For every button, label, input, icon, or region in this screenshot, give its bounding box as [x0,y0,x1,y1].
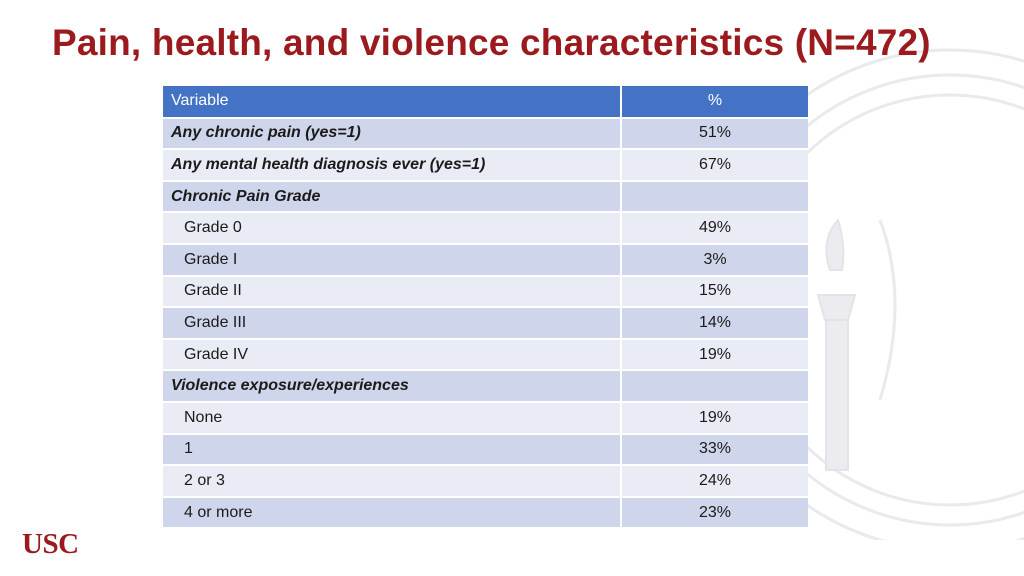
row-value: 67% [620,149,808,182]
table-row: Grade III 14% [163,307,808,340]
table-row-section-header: Violence exposure/experiences [163,370,808,403]
table-row: Grade IV 19% [163,338,808,372]
row-value: 24% [620,465,808,498]
row-label: Grade IV [163,338,621,372]
row-label: Grade III [163,307,621,340]
row-label: 4 or more [163,496,621,530]
row-label: Grade 0 [163,212,621,245]
table-row: Grade II 15% [163,275,808,309]
table-row: 2 or 3 24% [163,465,808,498]
row-value: 19% [620,338,808,372]
table-row: Grade I 3% [163,243,808,277]
row-value [620,370,808,403]
section-label: Chronic Pain Grade [163,180,621,214]
page-title: Pain, health, and violence characteristi… [52,22,931,63]
row-label: None [163,401,621,435]
row-label: 2 or 3 [163,465,621,498]
row-value: 14% [620,307,808,340]
table-row: 1 33% [163,433,808,467]
row-label: Any mental health diagnosis ever (yes=1) [163,149,621,182]
usc-logo: USC [22,528,79,560]
row-value: 19% [620,401,808,435]
row-value: 33% [620,433,808,467]
row-value [620,180,808,214]
row-label: 1 [163,433,621,467]
row-label: Any chronic pain (yes=1) [163,117,621,151]
row-label: Grade I [163,243,621,277]
row-value: 3% [620,243,808,277]
table-row: Grade 0 49% [163,212,808,245]
row-value: 15% [620,275,808,309]
row-value: 49% [620,212,808,245]
table-header-row: Variable % [163,86,808,119]
row-value: 51% [620,117,808,151]
row-label: Grade II [163,275,621,309]
section-label: Violence exposure/experiences [163,370,621,403]
characteristics-table: Variable % Any chronic pain (yes=1) 51% … [163,86,808,530]
table-row: Any chronic pain (yes=1) 51% [163,117,808,151]
column-header-variable: Variable [163,86,621,119]
table-row: 4 or more 23% [163,496,808,530]
column-header-percent: % [620,86,808,119]
table-row: Any mental health diagnosis ever (yes=1)… [163,149,808,182]
table-row: None 19% [163,401,808,435]
table-row-section-header: Chronic Pain Grade [163,180,808,214]
row-value: 23% [620,496,808,530]
